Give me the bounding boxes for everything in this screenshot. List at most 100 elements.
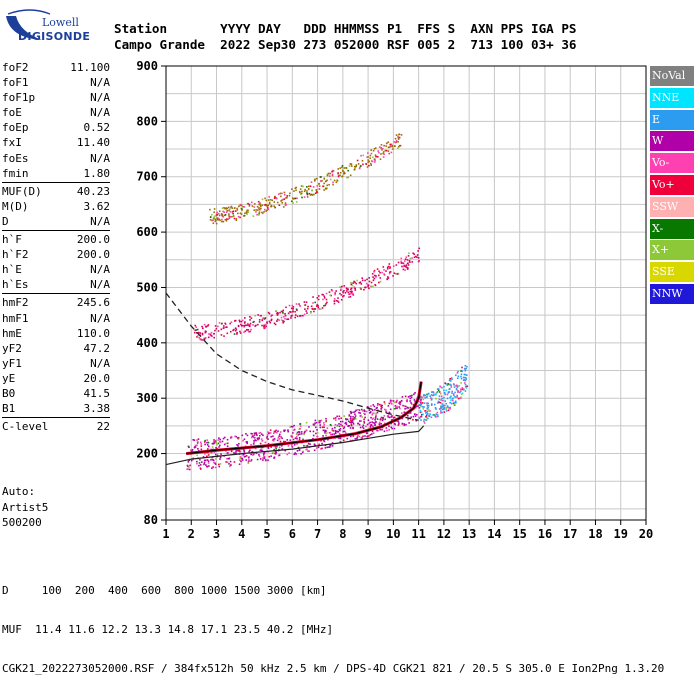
echo-point [307,185,310,188]
echo-point [376,411,379,414]
echo-point [306,192,309,195]
echo-point [213,439,216,442]
echo-point [424,410,426,412]
echo-point [370,285,373,288]
echo-point [401,417,404,420]
echo-point [395,264,398,266]
echo-point [252,453,255,456]
echo-point [347,420,350,423]
echo-point [379,277,382,279]
echo-point [245,459,247,461]
echo-point [426,410,429,413]
echo-point [372,432,375,434]
param-separator [2,181,110,183]
param-name: foEp [2,121,29,135]
echo-point [260,205,262,208]
echo-point [280,316,283,319]
echo-point [466,385,469,387]
echo-point [387,414,390,417]
echo-point [228,465,231,468]
echo-point [226,461,229,464]
echo-point [435,413,437,416]
echo-point [331,170,333,173]
echo-point [427,406,429,409]
echo-point [357,422,360,425]
echo-point [194,329,197,332]
echo-point [406,259,409,261]
echo-point [380,405,382,408]
echo-point [250,201,253,204]
echo-point [377,150,380,152]
echo-point [368,280,371,283]
echo-point [325,421,327,423]
echo-point [374,284,377,286]
echo-point [384,418,386,421]
echo-point [242,448,245,451]
param-separator [2,293,110,295]
echo-point [237,438,240,440]
param-row: foEs N/A [2,151,110,166]
param-row: foF2 11.100 [2,60,110,75]
echo-point [270,319,273,322]
echo-point [287,318,290,320]
echo-point [323,189,325,191]
echo-point [318,295,320,297]
echo-point [345,421,347,424]
echo-point [420,411,423,413]
echo-point [306,307,309,310]
echo-point [237,445,239,447]
echo-point [388,272,391,275]
echo-point [345,418,348,421]
echo-point [282,309,285,312]
echo-point [333,302,336,305]
echo-point [275,431,278,434]
echo-point [451,402,453,405]
echo-point [228,214,230,217]
echo-point [200,461,203,463]
y-tick-label: 800 [136,114,158,128]
echo-point [343,294,345,297]
echo-point [289,192,291,195]
echo-point [308,450,310,452]
echo-point [390,145,393,148]
echo-point [417,405,419,407]
echo-point [315,432,317,435]
echo-point [387,416,390,418]
echo-point [450,386,453,388]
echo-point [263,327,266,330]
echo-point [305,421,308,424]
echo-point [369,433,372,436]
echo-point [419,402,422,404]
echo-point [245,212,248,214]
echo-point [374,147,377,149]
echo-point [391,145,394,148]
echo-point [390,415,393,417]
echo-point [250,459,253,461]
echo-point [232,215,235,217]
echo-point [342,291,344,293]
echo-point [394,405,397,407]
echo-point [301,185,304,187]
echo-point [249,316,251,318]
echo-point [262,453,265,455]
echo-point [294,197,297,200]
echo-point [355,165,358,167]
echo-point [349,435,352,438]
echo-point [274,452,276,455]
echo-point [378,423,381,426]
echo-point [221,440,224,443]
echo-point [296,449,299,452]
echo-point [281,437,283,440]
echo-point [321,180,323,182]
echo-point [332,430,335,432]
echo-point [354,166,357,168]
echo-point [395,407,397,409]
echo-point [295,308,298,311]
echo-point [354,410,357,413]
echo-point [216,218,219,221]
echo-point [438,401,440,404]
echo-point [310,311,312,313]
echo-point [404,269,406,271]
echo-trace [193,247,421,341]
echo-point [350,288,352,290]
